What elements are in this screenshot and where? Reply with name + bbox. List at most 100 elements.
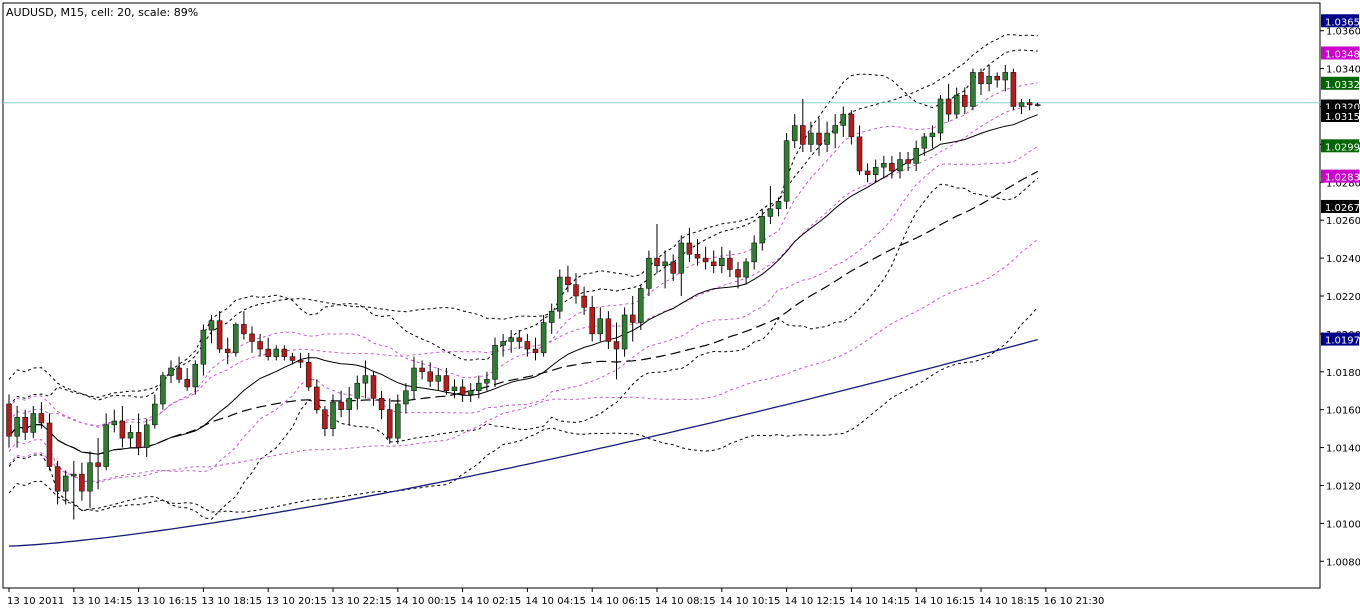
price-tag-label: 1.0299 <box>1325 142 1360 153</box>
bear-candle-body <box>889 163 895 172</box>
candle <box>338 390 344 418</box>
bull-candle-body <box>362 375 369 384</box>
bull-candle-body <box>921 136 928 149</box>
candle <box>79 462 85 501</box>
x-tick-label: 14 10 00:15 <box>396 596 457 607</box>
candle <box>289 352 296 365</box>
ma-long-line <box>8 338 1038 547</box>
bear-candle-body <box>297 360 304 363</box>
x-tick-label: 13 10 20:15 <box>266 596 327 607</box>
bear-candle-body <box>370 375 377 399</box>
bear-candle-body <box>265 348 271 357</box>
candle <box>370 371 377 406</box>
bear-candle-body <box>22 417 28 433</box>
bull-candle-body <box>467 390 474 395</box>
price-tag: 1.0299 <box>1321 139 1360 153</box>
bull-candle-body <box>87 462 93 492</box>
bull-candle-body <box>832 125 838 134</box>
ma-20-line <box>8 114 1038 455</box>
bear-candle-body <box>378 398 385 410</box>
bear-candle-body <box>864 170 871 175</box>
candle <box>71 460 77 520</box>
chart-title: AUDUSD, M15, cell: 20, scale: 89% <box>6 6 198 19</box>
candle <box>548 303 555 334</box>
candle <box>451 379 458 399</box>
candle <box>937 95 944 141</box>
x-tick-label: 14 10 10:15 <box>720 596 781 607</box>
candle <box>176 356 182 384</box>
y-tick-label: 1.0120 <box>1326 481 1360 492</box>
price-tag: 1.0197 <box>1321 332 1360 347</box>
bull-candle-body <box>767 208 774 217</box>
candle <box>22 409 28 440</box>
candle <box>305 352 312 391</box>
candle <box>403 383 409 414</box>
bull-candle-body <box>743 261 749 278</box>
bull-candle-body <box>646 257 652 289</box>
bear-candle-body <box>962 94 968 107</box>
bull-candle-body <box>192 363 199 388</box>
bear-candle-body <box>848 113 855 138</box>
candle <box>986 64 992 92</box>
candle <box>897 152 903 179</box>
candle <box>1034 102 1041 107</box>
candle <box>978 68 984 96</box>
candle <box>54 460 61 505</box>
bull-candle-body <box>662 261 668 266</box>
candle <box>265 337 271 361</box>
y-tick-label: 1.0220 <box>1326 292 1360 303</box>
bull-candle-body <box>913 147 919 164</box>
band-line-3 <box>8 177 1039 520</box>
candle <box>62 470 69 505</box>
candle <box>532 337 539 361</box>
candle <box>168 360 174 384</box>
candle <box>743 258 749 285</box>
bear-candle-body <box>249 333 255 342</box>
bull-candle-body <box>30 413 37 433</box>
bear-candle-body <box>945 98 952 115</box>
x-tick-label: 14 10 14:15 <box>849 596 910 607</box>
bull-candle-body <box>759 216 766 244</box>
bear-candle-body <box>38 413 45 424</box>
candle <box>427 362 433 387</box>
bull-candle-body <box>143 424 150 448</box>
candle <box>314 379 320 414</box>
candle <box>767 186 774 224</box>
price-tag-bg <box>1321 199 1359 213</box>
candle <box>597 307 604 342</box>
x-tick-label: 14 10 08:15 <box>655 596 716 607</box>
candle <box>200 324 207 376</box>
candle <box>192 360 199 395</box>
candle <box>856 125 863 175</box>
bull-candle-body <box>824 132 830 145</box>
price-tag-label: 1.0267 <box>1325 203 1360 214</box>
candle <box>621 307 628 357</box>
price-tag-label: 1.0320 <box>1325 103 1360 114</box>
candle <box>816 117 822 156</box>
x-tick-label: 14 10 02:15 <box>461 596 522 607</box>
candle <box>791 114 798 149</box>
price-tag-label: 1.0197 <box>1325 336 1360 347</box>
bull-candle-body <box>929 132 936 138</box>
x-axis-labels: 13 10 2011 13 10 14:15 13 10 16:15 13 10 18… <box>7 588 1104 607</box>
candle <box>629 296 636 342</box>
candle <box>613 322 620 380</box>
bear-candle-body <box>314 386 320 410</box>
candle <box>557 269 563 319</box>
ma-50-line <box>8 170 1038 455</box>
bear-candle-body <box>670 261 676 274</box>
candle <box>330 394 336 437</box>
bear-candle-body <box>856 136 863 172</box>
bear-candle-body <box>605 318 612 342</box>
bear-candle-body <box>727 257 733 270</box>
bull-candle-body <box>273 348 280 357</box>
candle <box>751 235 757 270</box>
bear-candle-body <box>686 242 693 255</box>
y-tick-label: 1.0140 <box>1326 444 1360 455</box>
price-tag: 1.0283 <box>1321 169 1360 184</box>
candle <box>297 352 304 368</box>
candle <box>702 246 709 270</box>
candle <box>395 394 401 444</box>
